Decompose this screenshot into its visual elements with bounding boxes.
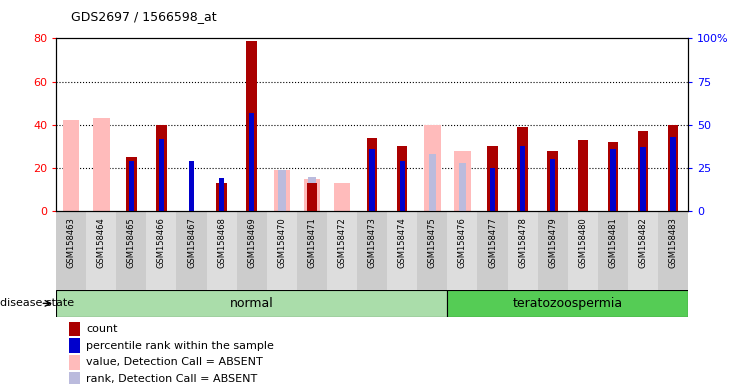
Bar	[56, 290, 447, 317]
Text: GSM158482: GSM158482	[639, 217, 648, 268]
Bar	[357, 211, 387, 290]
Text: GSM158483: GSM158483	[669, 217, 678, 268]
Bar	[459, 163, 466, 211]
Bar	[477, 211, 508, 290]
Bar	[216, 183, 227, 211]
Bar	[247, 41, 257, 211]
Bar	[387, 211, 417, 290]
Bar	[334, 183, 350, 211]
Bar	[577, 140, 588, 211]
Bar	[598, 211, 628, 290]
Bar	[278, 170, 286, 211]
Text: GSM158481: GSM158481	[608, 217, 617, 268]
Bar	[548, 151, 558, 211]
Bar	[520, 146, 525, 211]
Bar	[538, 211, 568, 290]
Bar	[86, 211, 116, 290]
Text: value, Detection Call = ABSENT: value, Detection Call = ABSENT	[87, 358, 263, 367]
Text: teratozoospermia: teratozoospermia	[512, 297, 623, 310]
Bar	[490, 168, 495, 211]
Bar	[93, 118, 109, 211]
Bar	[367, 138, 378, 211]
Bar	[607, 142, 618, 211]
Text: GSM158466: GSM158466	[157, 217, 166, 268]
Bar	[147, 211, 177, 290]
Bar	[304, 179, 320, 211]
Text: GSM158471: GSM158471	[307, 217, 316, 268]
Text: GSM158475: GSM158475	[428, 217, 437, 268]
Text: GDS2697 / 1566598_at: GDS2697 / 1566598_at	[71, 10, 217, 23]
Bar	[308, 177, 316, 211]
Text: GSM158472: GSM158472	[337, 217, 346, 268]
Bar	[508, 211, 538, 290]
Text: rank, Detection Call = ABSENT: rank, Detection Call = ABSENT	[87, 374, 258, 384]
Bar	[69, 372, 80, 384]
Bar	[638, 131, 649, 211]
Text: GSM158478: GSM158478	[518, 217, 527, 268]
Text: GSM158463: GSM158463	[67, 217, 76, 268]
Text: normal: normal	[230, 297, 274, 310]
Bar	[397, 146, 408, 211]
Bar	[267, 211, 297, 290]
Text: GSM158477: GSM158477	[488, 217, 497, 268]
Bar	[670, 137, 676, 211]
Bar	[658, 211, 688, 290]
Bar	[63, 121, 79, 211]
Text: disease state: disease state	[0, 298, 74, 308]
Bar	[447, 211, 477, 290]
Bar	[628, 211, 658, 290]
Bar	[610, 149, 616, 211]
Bar	[327, 211, 357, 290]
Bar	[370, 149, 375, 211]
Bar	[297, 211, 327, 290]
Bar	[126, 157, 137, 211]
Text: GSM158476: GSM158476	[458, 217, 467, 268]
Bar	[129, 161, 134, 211]
Text: GSM158465: GSM158465	[127, 217, 136, 268]
Bar	[429, 154, 436, 211]
Text: GSM158473: GSM158473	[367, 217, 377, 268]
Bar	[550, 159, 556, 211]
Bar	[219, 178, 224, 211]
Bar	[417, 211, 447, 290]
Text: count: count	[87, 324, 118, 334]
Bar	[69, 355, 80, 370]
Bar	[668, 125, 678, 211]
Bar	[159, 139, 164, 211]
Text: GSM158467: GSM158467	[187, 217, 196, 268]
Text: GSM158469: GSM158469	[248, 217, 257, 268]
Bar	[69, 321, 80, 336]
Bar	[116, 211, 147, 290]
Bar	[399, 161, 405, 211]
Text: GSM158468: GSM158468	[217, 217, 226, 268]
Bar	[447, 290, 688, 317]
Text: GSM158479: GSM158479	[548, 217, 557, 268]
Bar	[518, 127, 528, 211]
Text: percentile rank within the sample: percentile rank within the sample	[87, 341, 275, 351]
Bar	[188, 161, 194, 211]
Bar	[487, 146, 497, 211]
Text: GSM158464: GSM158464	[96, 217, 105, 268]
Text: GSM158470: GSM158470	[278, 217, 286, 268]
Bar	[640, 147, 646, 211]
Bar	[156, 125, 167, 211]
Bar	[56, 211, 86, 290]
Bar	[568, 211, 598, 290]
Bar	[307, 183, 317, 211]
Bar	[206, 211, 236, 290]
Bar	[249, 113, 254, 211]
Bar	[177, 211, 206, 290]
Text: GSM158474: GSM158474	[398, 217, 407, 268]
Text: GSM158480: GSM158480	[578, 217, 587, 268]
Bar	[69, 338, 80, 353]
Bar	[236, 211, 267, 290]
Bar	[454, 151, 470, 211]
Bar	[424, 125, 441, 211]
Bar	[274, 170, 290, 211]
